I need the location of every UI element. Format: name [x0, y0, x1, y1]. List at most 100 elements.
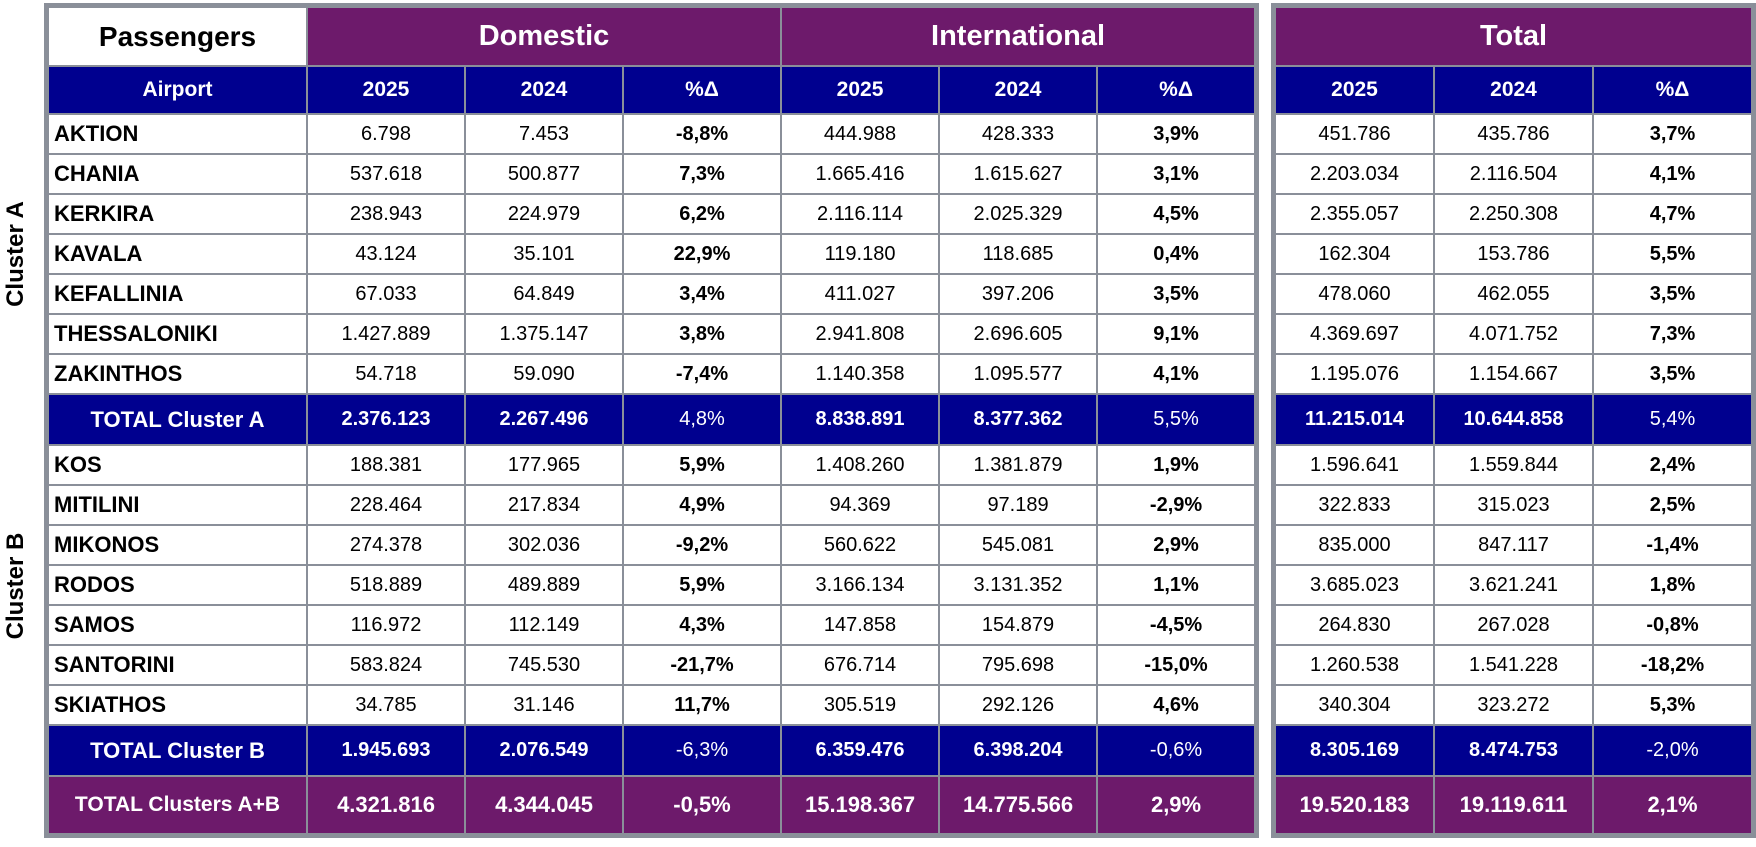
international-pct-cell: 3,1%	[1096, 153, 1257, 195]
international-2024-cell: 2.025.329	[938, 193, 1099, 235]
total-2025-cell: 1.596.641	[1274, 444, 1435, 486]
total-pct-cell: 3,5%	[1591, 273, 1754, 315]
domestic-2025-cell: 537.618	[306, 153, 466, 195]
airport-name-cell: CHANIA	[47, 153, 308, 195]
airport-name-cell: RODOS	[47, 564, 308, 606]
domestic-pct-cell: -21,7%	[621, 644, 783, 686]
table-row: CHANIA 537.618 500.877 7,3% 1.665.416 1.615.6…	[47, 153, 1257, 195]
total-2025-cell: 2.355.057	[1274, 193, 1435, 235]
airport-name-cell: KOS	[47, 444, 308, 486]
international-2025-cell: 6.359.476	[780, 724, 941, 777]
airport-name-cell: KEFALLINIA	[47, 273, 308, 315]
table-row: SKIATHOS 34.785 31.146 11,7% 305.519 292.126 4…	[47, 684, 1257, 726]
table-row: ZAKINTHOS 54.718 59.090 -7,4% 1.140.358 1.095…	[47, 353, 1257, 395]
total-2025-cell: 1.260.538	[1274, 644, 1435, 686]
domestic-2025-cell: 583.824	[306, 644, 466, 686]
total-2024-cell: 1.559.844	[1433, 444, 1594, 486]
table-row: 835.000 847.117 -1,4%	[1274, 524, 1754, 566]
domestic-pct-cell: -7,4%	[621, 353, 783, 395]
total-row: TOTAL Clusters A+B 4.321.816 4.344.045 -0,5…	[47, 775, 1257, 835]
international-2025-cell: 94.369	[780, 484, 941, 526]
international-2024-cell: 1.095.577	[938, 353, 1099, 395]
table-row: KEFALLINIA 67.033 64.849 3,4% 411.027 397.206…	[47, 273, 1257, 315]
international-pct-cell: -0,6%	[1096, 724, 1257, 777]
airport-name-cell: TOTAL Clusters A+B	[47, 775, 308, 835]
cluster-a-label: Cluster A	[2, 201, 29, 307]
table-row: 2.203.034 2.116.504 4,1%	[1274, 153, 1754, 195]
total-2025-cell: 322.833	[1274, 484, 1435, 526]
domestic-2024-cell: 489.889	[464, 564, 624, 606]
table-row: 478.060 462.055 3,5%	[1274, 273, 1754, 315]
passengers-total-table: Total 2025 2024 %Δ 451.786 435.786 3,7% 2.2…	[1270, 3, 1756, 838]
international-2025-cell: 15.198.367	[780, 775, 941, 835]
total-pct-cell: 5,3%	[1591, 684, 1754, 726]
domestic-pct-cell: 4,3%	[621, 604, 783, 646]
international-2024-cell: 154.879	[938, 604, 1099, 646]
total-row: TOTAL Cluster B 1.945.693 2.076.549 -6,3% 6.…	[47, 724, 1257, 777]
cluster-b-label: Cluster B	[2, 532, 29, 640]
total-pct-cell: -1,4%	[1591, 524, 1754, 566]
table-row: 1.195.076 1.154.667 3,5%	[1274, 353, 1754, 395]
domestic-2024-cell: 59.090	[464, 353, 624, 395]
total-2024-cell: 1.154.667	[1433, 353, 1594, 395]
total-2025-cell: 2.203.034	[1274, 153, 1435, 195]
international-pct-cell: 3,5%	[1096, 273, 1257, 315]
total-2025-cell: 3.685.023	[1274, 564, 1435, 606]
domestic-pct-cell: 6,2%	[621, 193, 783, 235]
table-row: 264.830 267.028 -0,8%	[1274, 604, 1754, 646]
international-2025-cell: 2.116.114	[780, 193, 941, 235]
total-2024-cell: 2.250.308	[1433, 193, 1594, 235]
total-group-header: Total	[1273, 6, 1754, 67]
domestic-2024-cell: 745.530	[464, 644, 624, 686]
international-2024-cell: 795.698	[938, 644, 1099, 686]
international-pct-cell: 3,9%	[1096, 113, 1257, 155]
table-row: KOS 188.381 177.965 5,9% 1.408.260 1.381.879 1…	[47, 444, 1257, 486]
table-row: 2.355.057 2.250.308 4,7%	[1274, 193, 1754, 235]
total-2024-cell: 323.272	[1433, 684, 1594, 726]
total-row: 8.305.169 8.474.753 -2,0%	[1274, 724, 1754, 777]
international-2025-cell: 8.838.891	[780, 393, 941, 446]
international-2024-cell: 2.696.605	[938, 313, 1099, 355]
total-2024-cell: 19.119.611	[1433, 775, 1594, 835]
total-pct-cell: -0,8%	[1591, 604, 1754, 646]
international-2024-cell: 97.189	[938, 484, 1099, 526]
total-2025-cell: 11.215.014	[1274, 393, 1435, 446]
domestic-pct-cell: 22,9%	[621, 233, 783, 275]
domestic-2024-cell: 1.375.147	[464, 313, 624, 355]
domestic-pct-cell: -9,2%	[621, 524, 783, 566]
international-2024-cell: 118.685	[938, 233, 1099, 275]
total-pct-cell: 2,4%	[1591, 444, 1754, 486]
domestic-2024-cell: 2.076.549	[464, 724, 624, 777]
international-2025-cell: 1.665.416	[780, 153, 941, 195]
international-pct-cell: 9,1%	[1096, 313, 1257, 355]
international-2025-cell: 119.180	[780, 233, 941, 275]
airport-name-cell: ZAKINTHOS	[47, 353, 308, 395]
airport-name-cell: TOTAL Cluster A	[47, 393, 308, 446]
international-pct-cell: 5,5%	[1096, 393, 1257, 446]
domestic-2024-cell: 2.267.496	[464, 393, 624, 446]
table-row: 322.833 315.023 2,5%	[1274, 484, 1754, 526]
international-2025-cell: 411.027	[780, 273, 941, 315]
domestic-2025-cell: 4.321.816	[306, 775, 466, 835]
international-2025-header: 2025	[780, 65, 941, 115]
total-2024-cell: 2.116.504	[1433, 153, 1594, 195]
international-pct-header: %Δ	[1096, 65, 1257, 115]
domestic-2024-cell: 112.149	[464, 604, 624, 646]
total-2025-cell: 1.195.076	[1274, 353, 1435, 395]
table-row: MIKONOS 274.378 302.036 -9,2% 560.622 545.081…	[47, 524, 1257, 566]
international-pct-cell: 4,1%	[1096, 353, 1257, 395]
international-2024-cell: 292.126	[938, 684, 1099, 726]
table-row: 340.304 323.272 5,3%	[1274, 684, 1754, 726]
international-pct-cell: 4,6%	[1096, 684, 1257, 726]
international-pct-cell: -15,0%	[1096, 644, 1257, 686]
total-2025-cell: 340.304	[1274, 684, 1435, 726]
total-row: 11.215.014 10.644.858 5,4%	[1274, 393, 1754, 446]
international-pct-cell: -4,5%	[1096, 604, 1257, 646]
domestic-2024-cell: 64.849	[464, 273, 624, 315]
total-pct-cell: 1,8%	[1591, 564, 1754, 606]
international-group-header: International	[780, 6, 1257, 67]
total-2025-cell: 478.060	[1274, 273, 1435, 315]
total-2025-cell: 451.786	[1274, 113, 1435, 155]
international-2025-cell: 1.140.358	[780, 353, 941, 395]
table-row: RODOS 518.889 489.889 5,9% 3.166.134 3.131.35…	[47, 564, 1257, 606]
